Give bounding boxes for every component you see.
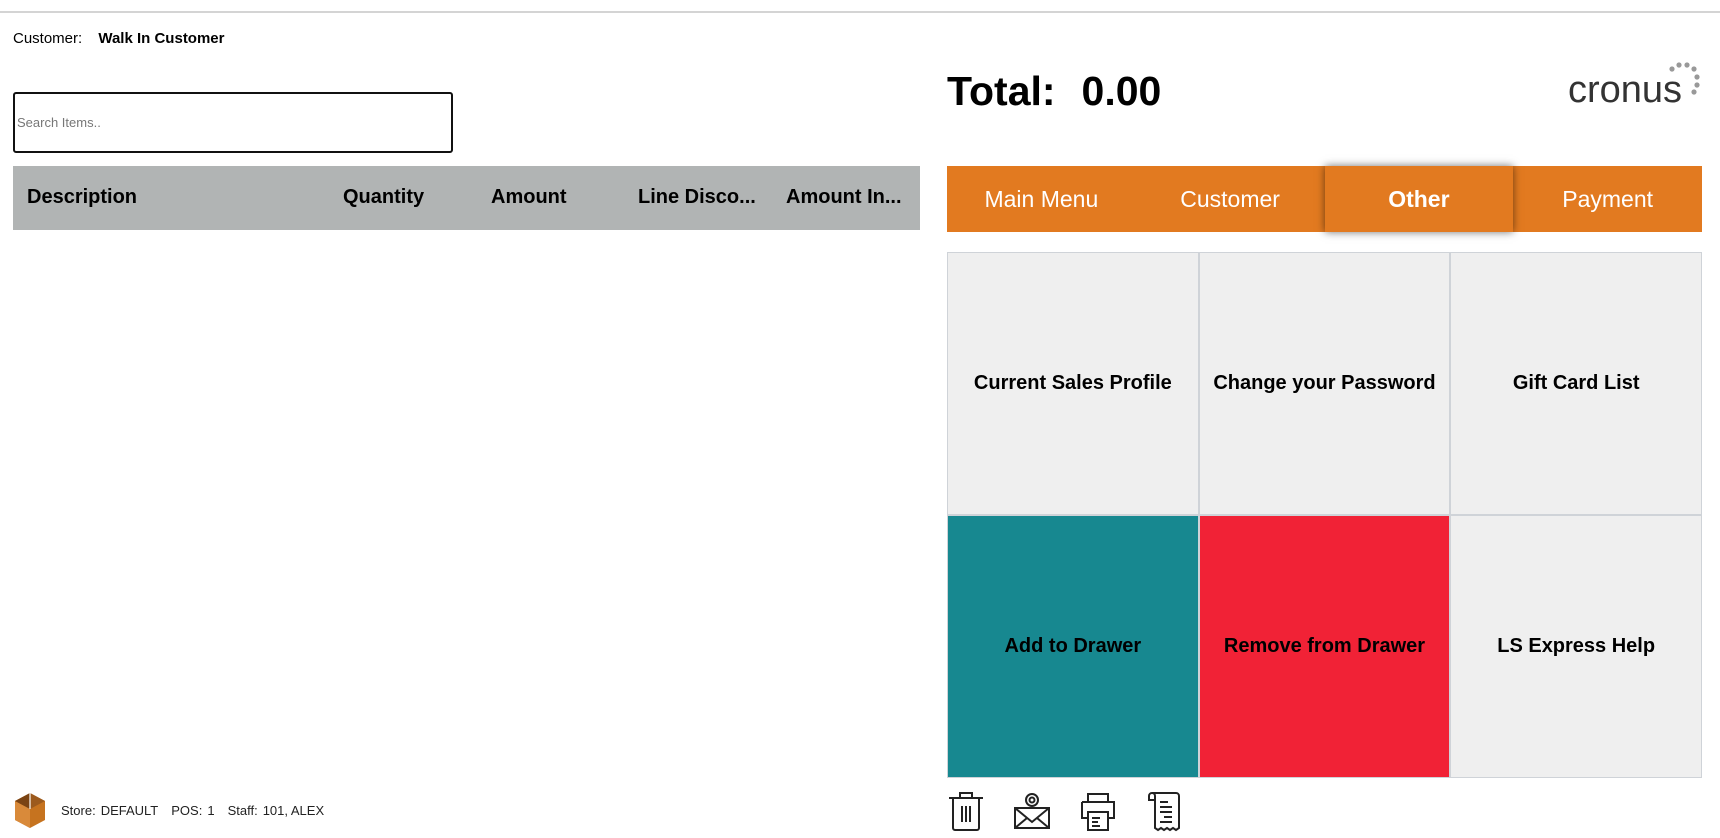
column-amount[interactable]: Amount (491, 186, 567, 208)
trash-icon[interactable] (947, 790, 985, 832)
store-value: DEFAULT (100, 802, 159, 818)
column-line-discount[interactable]: Line Disco... (638, 186, 756, 208)
store-box-icon (15, 793, 45, 828)
search-input[interactable] (13, 92, 453, 153)
ls-express-help-button[interactable]: LS Express Help (1450, 515, 1702, 778)
pos-label: POS: (171, 802, 203, 818)
gift-card-list-button[interactable]: Gift Card List (1450, 252, 1702, 515)
status-footer: Store: DEFAULT POS: 1 Staff: 101, ALEX (13, 791, 324, 829)
printer-icon[interactable] (1079, 790, 1117, 832)
tab-main-menu[interactable]: Main Menu (984, 185, 1099, 212)
total-display: Total: 0.00 (947, 68, 1161, 115)
staff-label: Staff: (227, 802, 258, 818)
items-table-header: Description Quantity Amount Line Disco..… (13, 166, 920, 230)
column-description[interactable]: Description (27, 186, 138, 208)
add-to-drawer-button[interactable]: Add to Drawer (947, 515, 1199, 778)
change-password-button[interactable]: Change your Password (1198, 252, 1451, 515)
customer-label: Customer: (13, 30, 83, 47)
action-tiles: Current Sales Profile Change your Passwo… (947, 252, 1702, 778)
tab-other[interactable]: Other (1325, 166, 1514, 232)
store-label: Store: (61, 802, 96, 818)
email-icon[interactable] (1013, 790, 1051, 832)
column-quantity[interactable]: Quantity (343, 186, 425, 208)
customer-name: Walk In Customer (98, 30, 225, 47)
cronus-logo: cronus (1568, 62, 1700, 111)
pos-value: 1 (207, 802, 215, 818)
tab-payment[interactable]: Payment (1562, 185, 1653, 212)
current-sales-profile-button[interactable]: Current Sales Profile (947, 252, 1199, 515)
menu-tabs: Main Menu Customer Other Payment (947, 166, 1702, 232)
column-amount-incl[interactable]: Amount In... (786, 186, 902, 208)
total-value: 0.00 (1081, 68, 1162, 114)
remove-from-drawer-button[interactable]: Remove from Drawer (1198, 515, 1451, 778)
total-label: Total: (947, 68, 1056, 114)
receipt-icon[interactable] (1145, 790, 1183, 832)
top-divider (0, 11, 1720, 13)
tab-customer[interactable]: Customer (1180, 185, 1280, 212)
customer-info: Customer: Walk In Customer (13, 30, 225, 47)
svg-text:cronus: cronus (1568, 69, 1682, 111)
action-icons (947, 790, 1183, 832)
staff-value: 101, ALEX (262, 802, 325, 818)
